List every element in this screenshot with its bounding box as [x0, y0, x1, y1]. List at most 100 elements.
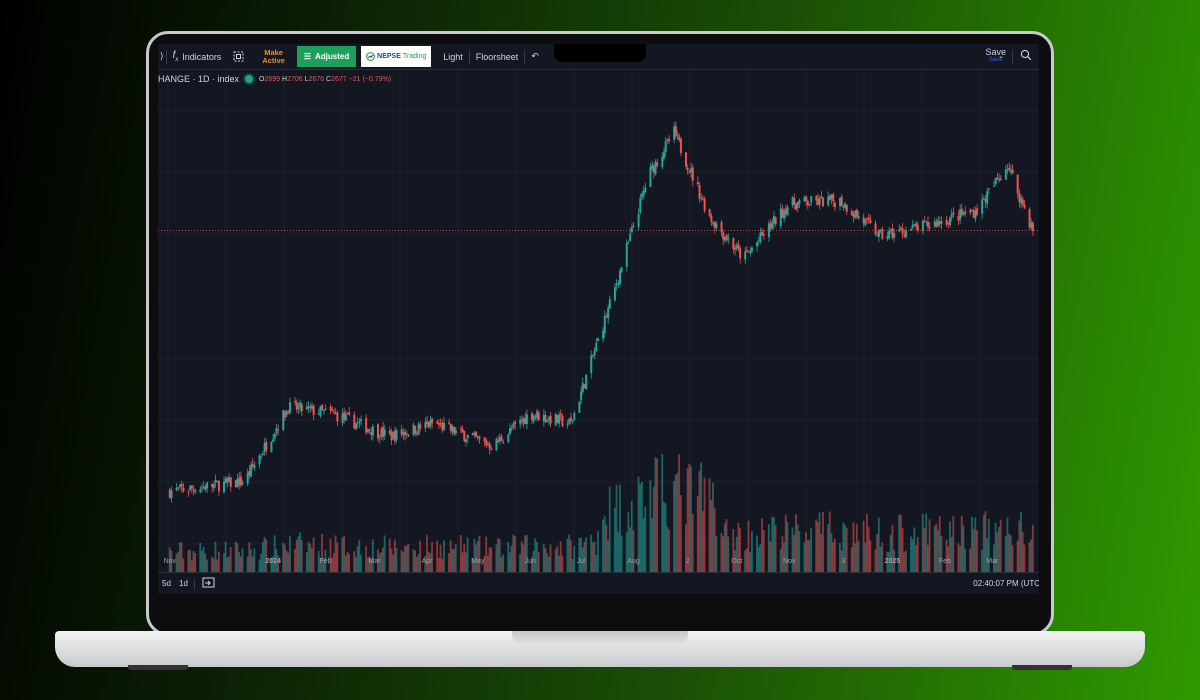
candle-body [487, 444, 489, 446]
volume-bar [558, 555, 560, 572]
volume-bar [510, 545, 513, 572]
volume-bar [175, 553, 178, 572]
goto-date-icon[interactable] [202, 577, 215, 591]
volume-bar [876, 534, 879, 572]
indicators-button[interactable]: fx Indicators [167, 44, 228, 69]
candle-body [199, 489, 202, 493]
volume-bar [818, 512, 821, 572]
volume-bar [556, 546, 559, 572]
candle-body [534, 416, 537, 418]
candle-body [476, 436, 479, 439]
volume-bar [544, 548, 547, 572]
layout-grid-icon[interactable] [227, 44, 250, 69]
floorsheet-button[interactable]: Floorsheet [470, 44, 525, 69]
close-label: C [326, 75, 332, 83]
volume-bar [547, 556, 550, 572]
theme-toggle-button[interactable]: Light [437, 44, 469, 69]
volume-bar [666, 526, 669, 572]
make-active-button[interactable]: Make Active [250, 44, 297, 69]
candle-body [974, 210, 977, 219]
candle-body [791, 197, 794, 206]
volume-bar [261, 542, 264, 572]
candle-body [661, 156, 664, 167]
candle-body [822, 197, 825, 207]
candle-body [759, 232, 762, 242]
volume-bar [957, 543, 960, 572]
high-label: H [282, 75, 288, 83]
candle-body [620, 267, 623, 272]
candle-body [388, 430, 391, 434]
chevron-down-icon[interactable]: ⌄ [998, 53, 1004, 60]
volume-bar [613, 507, 616, 572]
quick-search-icon[interactable] [1020, 49, 1032, 63]
clock-readout[interactable]: 02:40:07 PM (UTC [973, 579, 1040, 588]
candle-body [263, 443, 266, 452]
volume-bar [224, 541, 227, 572]
volume-bar [382, 547, 384, 572]
volume-bar [341, 537, 344, 572]
volume-bar [595, 554, 598, 572]
volume-bar [691, 514, 694, 572]
candle-body [781, 208, 784, 218]
volume-bar [597, 531, 599, 572]
open-value: 2699 [264, 75, 281, 83]
candle-body [969, 209, 972, 213]
symbol-title[interactable]: HANGE · 1D · index [158, 74, 240, 84]
volume-bar [605, 524, 608, 572]
candle-body [378, 438, 381, 440]
save-label: Save [985, 47, 1006, 57]
candle-body [287, 412, 290, 414]
volume-bar [713, 507, 716, 572]
candle-body [595, 342, 598, 352]
candle-body [246, 472, 249, 484]
redo-icon[interactable]: ⟩ [160, 51, 164, 61]
volume-bar [248, 542, 251, 572]
brand-logo[interactable]: NEPSE Trading [361, 46, 432, 67]
candle-body [806, 200, 809, 206]
volume-bar [1004, 535, 1007, 572]
candle-body [617, 282, 620, 285]
candle-body [815, 195, 818, 201]
candle-body [272, 439, 275, 442]
volume-bar [546, 553, 549, 572]
range-1d-button[interactable]: 1d [179, 579, 188, 588]
volume-bar [566, 538, 569, 572]
volume-bar [676, 473, 679, 572]
volume-bar [830, 532, 833, 572]
volume-bar [273, 535, 276, 572]
save-button[interactable]: Save Save [985, 48, 1006, 64]
candle-body [916, 225, 919, 231]
volume-bar [380, 551, 383, 572]
volume-bar [701, 511, 704, 572]
candle-body [796, 202, 799, 208]
range-5d-button[interactable]: 5d [162, 579, 171, 588]
candle-body [903, 234, 906, 236]
candle-body [537, 412, 540, 421]
volume-bar [881, 542, 884, 572]
volume-bar [737, 523, 740, 572]
candle-body [238, 477, 241, 486]
candle-body [571, 420, 574, 422]
volume-bar [850, 547, 853, 572]
bottom-bar: 5d 1d 02:40:07 PM (UTC [158, 572, 1040, 594]
make-active-line1: Make [264, 47, 283, 57]
volume-bar [969, 548, 972, 572]
candle-body [840, 196, 843, 207]
candle-body [962, 213, 965, 215]
volume-bar [344, 555, 347, 572]
candle-body [192, 488, 195, 490]
candle-body [497, 440, 500, 443]
candle-body [747, 251, 750, 253]
volume-bar [964, 548, 967, 572]
price-chart[interactable]: Nov 2024 Feb Mar Apr May Jun Jul Aug 2 Oct Nov 3 2025… [158, 70, 1040, 572]
volume-bar [581, 547, 584, 572]
candle-body [300, 404, 303, 412]
volume-bar [307, 541, 310, 572]
adjusted-button[interactable]: ☰ Adjusted [296, 46, 357, 67]
candle-body [190, 485, 193, 489]
candle-body [866, 218, 869, 220]
candle-body [370, 432, 373, 435]
undo-icon[interactable]: ↶ [531, 51, 539, 61]
candle-body [632, 225, 635, 227]
candle-body [542, 414, 545, 422]
